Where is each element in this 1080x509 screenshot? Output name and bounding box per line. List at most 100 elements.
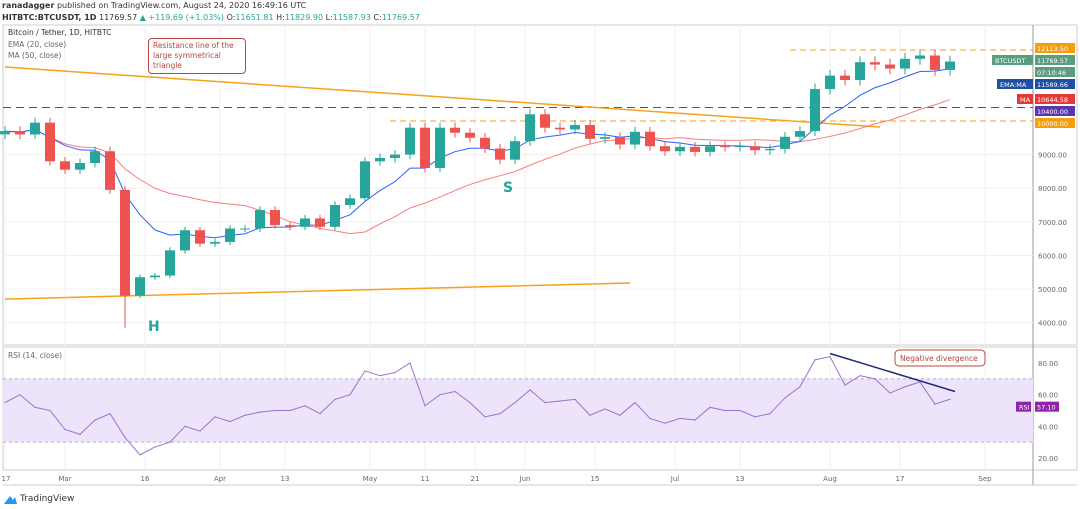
candle [810,89,820,132]
candle [240,228,250,230]
ema-20-line [4,68,951,239]
rsi-point [79,433,81,435]
rsi-point [559,400,561,402]
candle [375,157,385,162]
l-label: L: [325,13,333,22]
change: +119.69 (+1.03%) [148,13,225,22]
rsi-point [394,371,396,374]
rsi-point [604,408,606,410]
rsi-point [784,397,786,399]
rsi-point [649,417,651,420]
rsi-point [724,409,726,412]
y-tick-label: 5000.00 [1038,286,1067,294]
publisher[interactable]: ranadagger [2,1,55,10]
rsi-point [199,430,201,432]
rsi-point [289,409,291,412]
candle [690,146,700,152]
candle [165,250,175,276]
price-label-name-box [1017,94,1033,104]
tradingview-logo[interactable]: TradingView [4,494,74,504]
rsi-point [424,405,426,407]
x-tick-label: 13 [281,475,290,483]
candle [135,277,145,296]
candle [210,241,220,244]
x-tick-label: 17 [896,475,905,483]
y-tick-label: 9000.00 [1038,152,1067,160]
price-label-value: 10400.00 [1037,108,1068,116]
x-tick-label: 16 [141,475,150,483]
rsi-point [934,403,936,405]
rsi-point [844,384,846,386]
x-tick-label: Sep [978,475,992,483]
candle [435,127,445,169]
rsi-point [244,414,246,416]
rsi-point [64,428,66,431]
x-tick-label: 15 [591,475,600,483]
divergence-callout-text: Negative divergence [900,354,978,363]
price-label-box [1035,118,1075,128]
ma-50-line [4,99,951,235]
logo-text: TradingView [20,494,75,504]
candle [570,125,580,130]
rsi-point [109,413,111,415]
h-label: H: [276,13,285,22]
candle [945,61,955,70]
x-tick-label: 11 [421,475,430,483]
publish-info: ranadagger published on TradingView.com,… [2,1,306,10]
rsi-point [829,356,831,358]
rsi-point [889,392,891,394]
rsi-point [664,422,666,424]
candle [900,58,910,69]
rsi-point [634,401,636,404]
candle [180,230,190,251]
rsi-point [544,401,546,404]
price-label-box [1035,43,1075,53]
price-label-box [1035,94,1075,104]
candle [660,146,670,152]
rsi-point [574,398,576,401]
rsi-point [454,390,456,393]
shoulder-label: S [503,180,513,196]
head-label: H [148,319,160,335]
rsi-point [469,401,471,404]
rsi-point [139,454,141,456]
rsi-point [154,446,156,448]
rsi-point [814,359,816,361]
rsi-title: RSI (14, close) [8,351,62,360]
published-text: published on TradingView.com, August 24,… [56,1,307,10]
rsi-band [3,378,1033,443]
rsi-tick-label: 20.00 [1038,455,1058,463]
rsi-line [4,356,951,456]
price-label-box [1035,106,1075,116]
candle [15,131,25,135]
price-label-name: EMA:MA [1000,81,1027,89]
rsi-point [769,413,771,415]
last-price: 11769.57 [98,13,138,22]
indicator-legend: MA (50, close) [8,51,62,60]
candle [150,275,160,278]
rsi-point [754,416,756,418]
y-tick-label: 7000.00 [1038,219,1067,227]
rsi-divergence-line [829,352,956,393]
candle [720,146,730,148]
candle [75,163,85,170]
candle [300,218,310,227]
high-value: 11829.90 [284,13,324,22]
candle [765,148,775,151]
y-tick-label: 4000.00 [1038,320,1067,328]
triangle-resistance-line [4,66,881,128]
price-label-name-box [992,55,1033,65]
y-tick-label: 8000.00 [1038,185,1067,193]
rsi-tick-label: 80.00 [1038,360,1058,368]
candle [450,127,460,133]
rsi-point [619,414,621,416]
rsi-point [859,375,861,377]
x-tick-label: Apr [214,475,226,483]
indicator-legend: EMA (20, close) [8,40,66,49]
rsi-point [439,394,441,396]
candle [870,62,880,65]
price-label-box [1035,79,1075,89]
candle [915,55,925,59]
candle [285,225,295,227]
